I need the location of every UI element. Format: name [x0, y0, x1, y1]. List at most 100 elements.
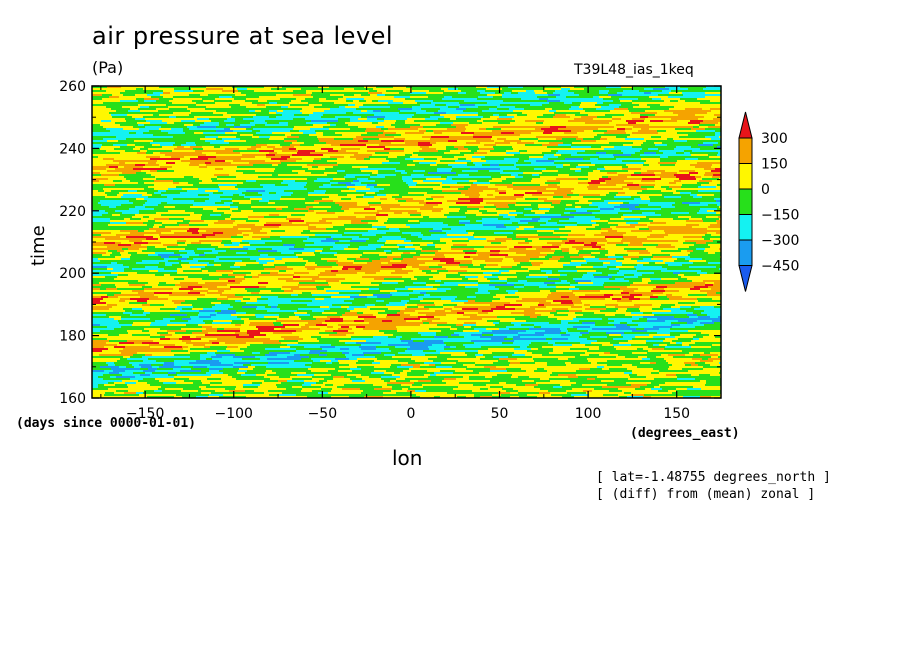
- heatmap-cell: [534, 236, 549, 239]
- heatmap-cell: [679, 230, 691, 233]
- heatmap-cell: [597, 116, 613, 119]
- heatmap-cell: [463, 110, 475, 113]
- heatmap-cell: [477, 184, 496, 187]
- heatmap-cell: [115, 204, 122, 207]
- heatmap-cell: [431, 196, 445, 199]
- heatmap-cell: [486, 160, 498, 163]
- heatmap-cell: [92, 148, 101, 151]
- heatmap-cell: [213, 210, 224, 213]
- heatmap-cell: [336, 124, 349, 127]
- heatmap-cell: [300, 110, 319, 113]
- heatmap-cell: [643, 244, 659, 247]
- heatmap-cell: [702, 218, 720, 221]
- heatmap-cell: [471, 184, 478, 187]
- heatmap-cell: [174, 278, 185, 281]
- heatmap-cell: [324, 164, 339, 167]
- heatmap-cell: [679, 136, 695, 139]
- heatmap-cell: [576, 210, 588, 213]
- heatmap-cell: [397, 156, 411, 159]
- heatmap-cell: [555, 118, 575, 121]
- heatmap-cell: [524, 160, 537, 163]
- heatmap-cell: [102, 94, 113, 97]
- heatmap-cell: [678, 114, 687, 117]
- heatmap-cell: [698, 118, 714, 121]
- heatmap-cell: [275, 154, 283, 157]
- heatmap-cell: [514, 164, 534, 167]
- heatmap-cell: [577, 214, 597, 217]
- heatmap-cell: [124, 270, 131, 273]
- heatmap-cell: [404, 140, 414, 143]
- heatmap-cell: [618, 224, 631, 227]
- heatmap-cell: [347, 136, 357, 139]
- heatmap-cell: [356, 266, 363, 269]
- heatmap-cell: [305, 154, 324, 157]
- heatmap-cell: [708, 154, 718, 157]
- heatmap-cell: [531, 162, 543, 165]
- heatmap-cell: [308, 176, 324, 179]
- heatmap-cell: [616, 226, 623, 229]
- heatmap-cell: [555, 114, 567, 117]
- heatmap-cell: [150, 122, 168, 125]
- heatmap-cell: [278, 204, 291, 207]
- heatmap-cell: [361, 182, 371, 185]
- heatmap-cell: [617, 140, 632, 143]
- heatmap-cell: [682, 184, 702, 187]
- heatmap-cell: [661, 270, 680, 273]
- heatmap-cell: [92, 88, 101, 91]
- heatmap-cell: [636, 262, 650, 265]
- heatmap-cell: [577, 132, 596, 135]
- heatmap-cell: [252, 222, 267, 225]
- heatmap-cell: [478, 114, 494, 117]
- heatmap-cell: [517, 128, 536, 131]
- heatmap-cell: [548, 276, 568, 279]
- heatmap-cell: [92, 276, 106, 279]
- heatmap-cell: [606, 86, 622, 89]
- heatmap-cell: [420, 168, 432, 171]
- heatmap-cell: [619, 106, 634, 109]
- heatmap-cell: [603, 112, 619, 115]
- heatmap-cell: [505, 148, 514, 151]
- heatmap-cell: [674, 180, 682, 183]
- heatmap-cell: [524, 228, 543, 231]
- heatmap-cell: [266, 128, 277, 131]
- heatmap-cell: [396, 120, 406, 123]
- heatmap-cell: [403, 180, 414, 183]
- heatmap-cell: [686, 214, 695, 217]
- heatmap-cell: [106, 164, 122, 167]
- heatmap-cell: [550, 136, 560, 139]
- heatmap-cell: [205, 266, 213, 269]
- heatmap-cell: [716, 90, 722, 93]
- heatmap-cell: [333, 168, 352, 171]
- heatmap-cell: [708, 126, 722, 129]
- heatmap-cell: [658, 148, 675, 151]
- heatmap-cell: [403, 252, 411, 255]
- heatmap-cell: [248, 150, 260, 153]
- heatmap-cell: [145, 206, 156, 209]
- heatmap-cell: [515, 176, 524, 179]
- heatmap-cell: [620, 252, 640, 255]
- heatmap-cell: [237, 88, 248, 91]
- heatmap-cell: [252, 130, 261, 133]
- heatmap-cell: [191, 280, 211, 283]
- heatmap-cell: [571, 130, 585, 133]
- heatmap-cell: [499, 214, 509, 217]
- heatmap-cell: [546, 168, 556, 171]
- heatmap-cell: [290, 210, 309, 213]
- heatmap-cell: [150, 170, 158, 173]
- heatmap-cell: [265, 94, 277, 97]
- heatmap-cell: [536, 248, 552, 251]
- heatmap-cell: [142, 240, 154, 243]
- heatmap-cell: [307, 188, 316, 191]
- heatmap-cell: [387, 230, 401, 233]
- heatmap-cell: [497, 138, 507, 141]
- heatmap-cell: [195, 150, 207, 153]
- heatmap-cell: [512, 238, 529, 241]
- heatmap-cell: [678, 100, 686, 103]
- heatmap-cell: [108, 178, 115, 181]
- heatmap-cell: [380, 258, 394, 261]
- heatmap-cell: [547, 198, 563, 201]
- heatmap-cell: [629, 96, 638, 99]
- heatmap-cell: [370, 228, 378, 231]
- heatmap-cell: [376, 234, 385, 237]
- heatmap-cell: [323, 134, 343, 137]
